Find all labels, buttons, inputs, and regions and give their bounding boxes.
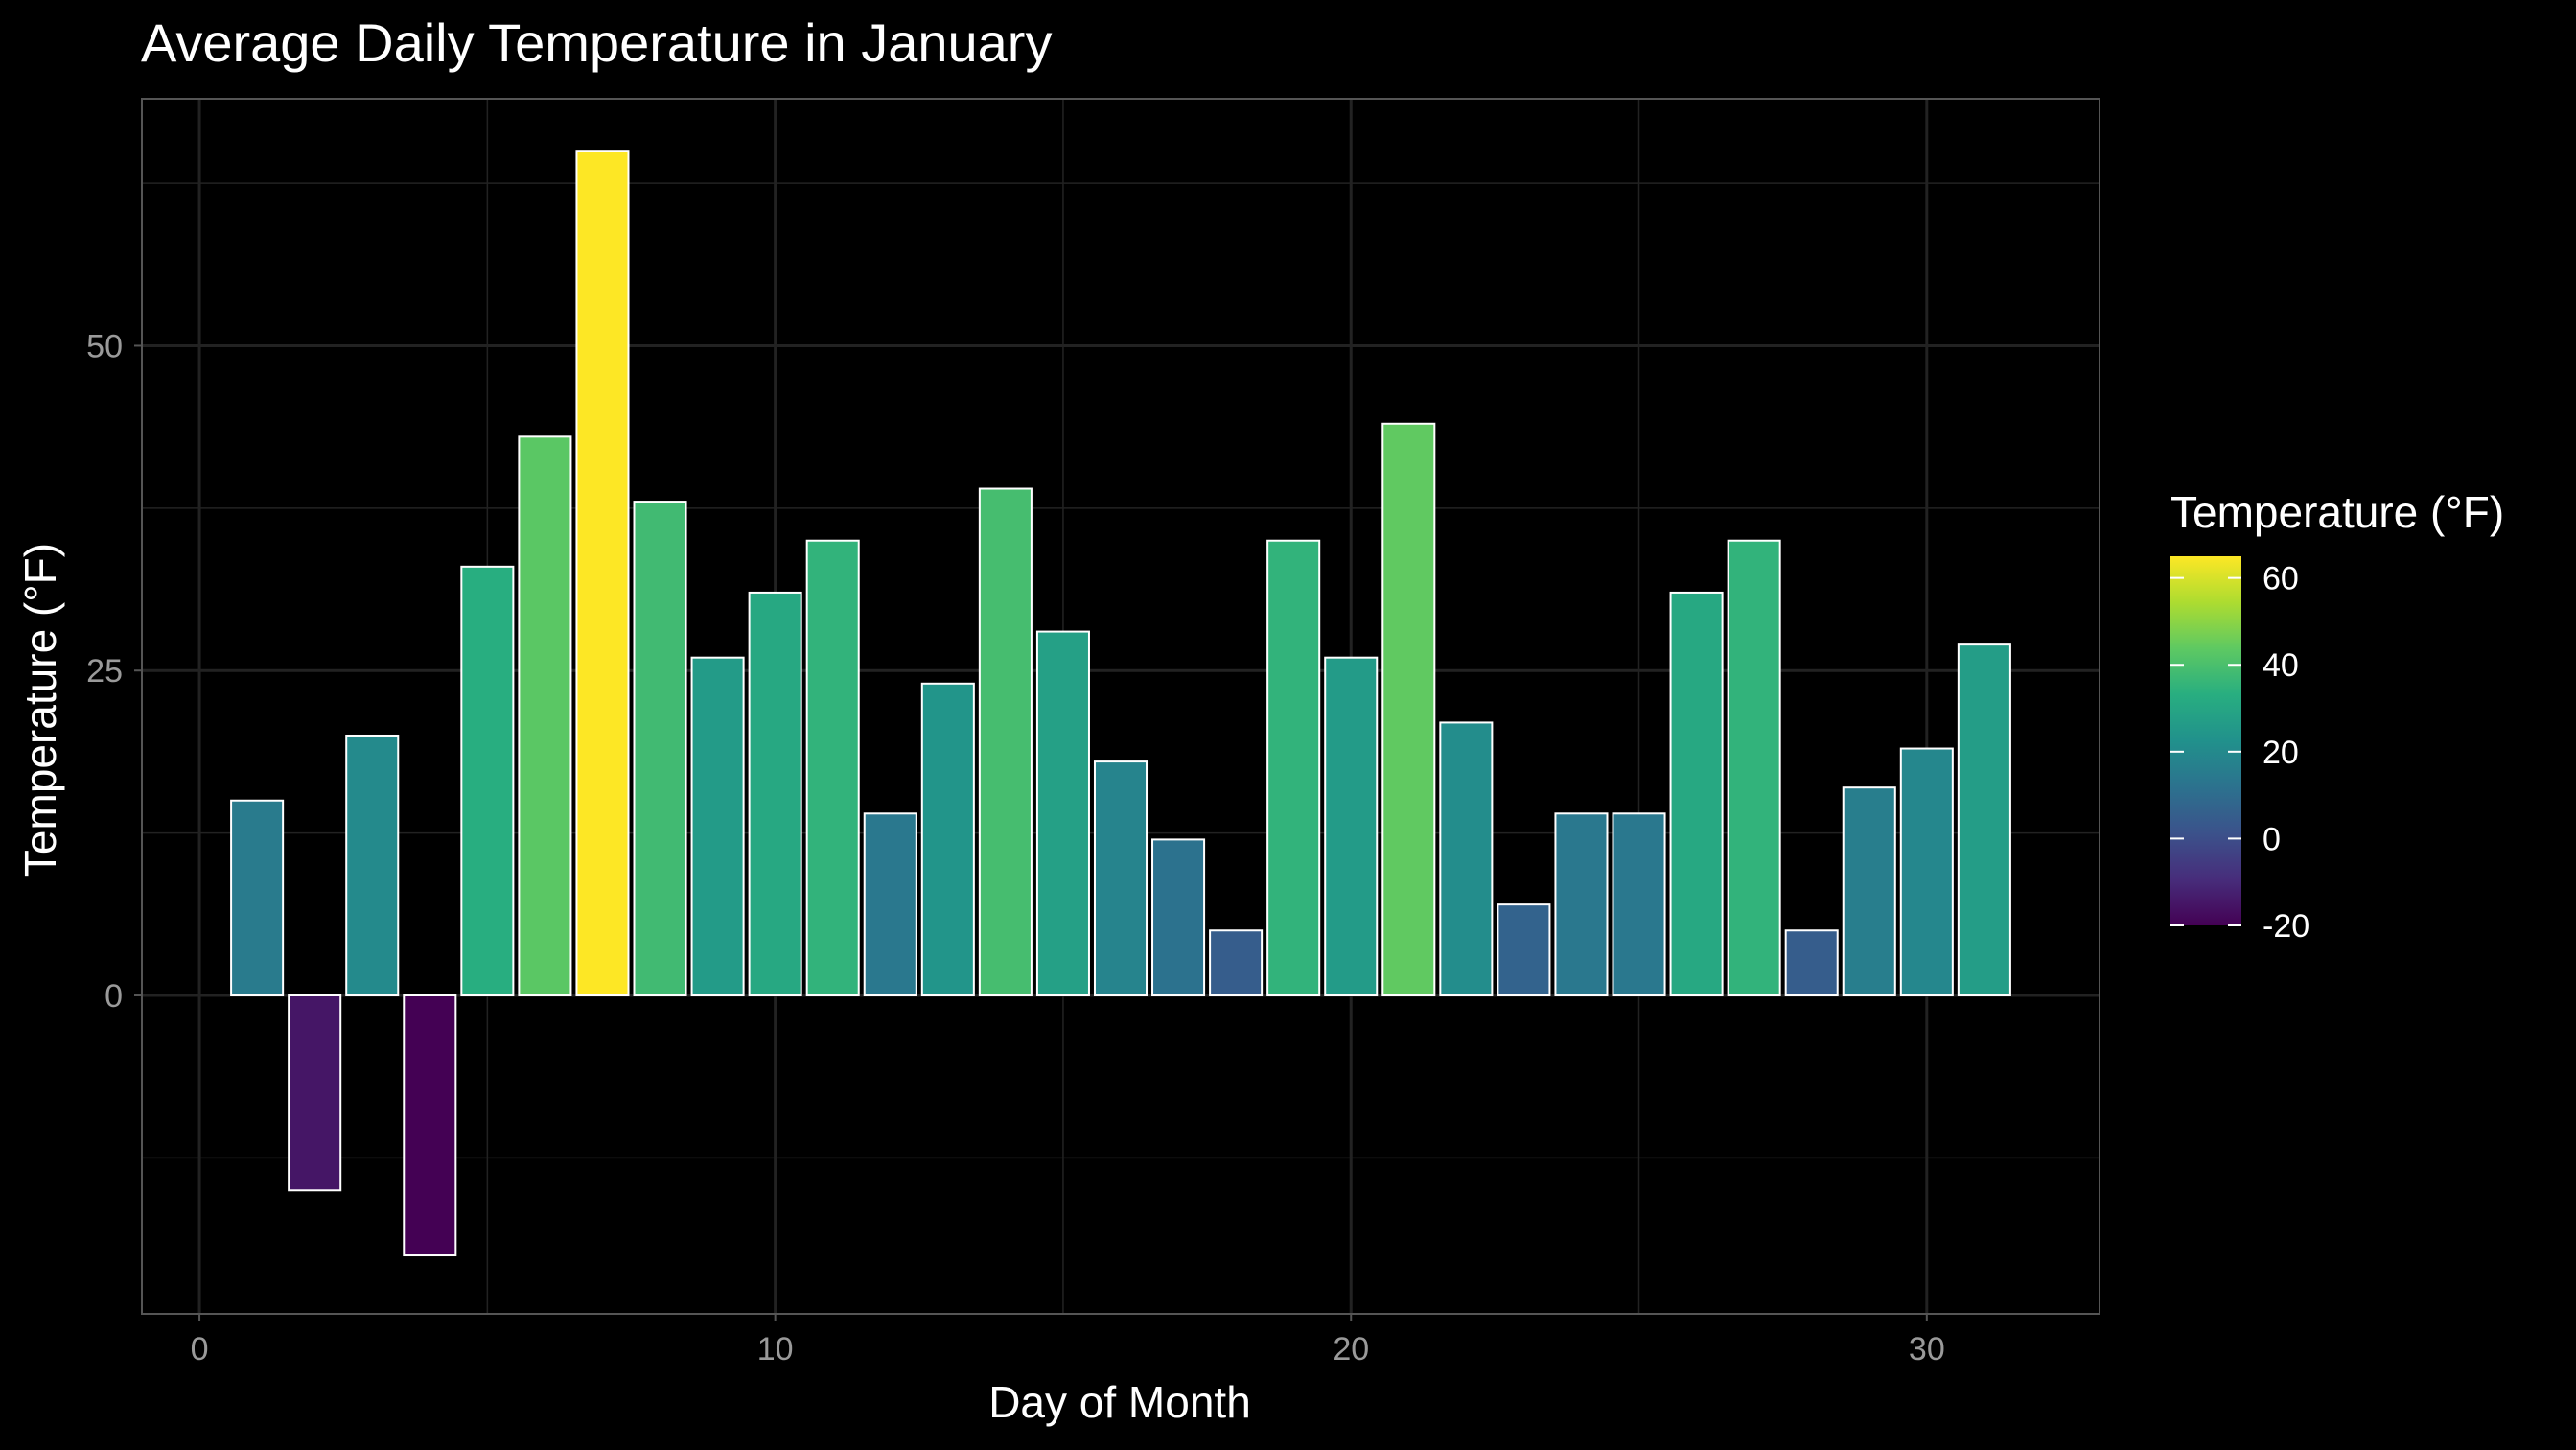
bar-day-22 <box>1439 721 1494 997</box>
bar-day-16 <box>1093 760 1149 997</box>
legend-tick-label: -20 <box>2263 908 2309 945</box>
bar-day-12 <box>863 812 917 997</box>
legend: Temperature (°F) 60 40 20 0 -20 <box>2170 487 2504 945</box>
y-tick-label: 50 <box>86 328 123 364</box>
legend-tick-label: 20 <box>2263 735 2299 771</box>
bar-day-4 <box>403 994 457 1257</box>
legend-colorbar <box>2170 556 2241 925</box>
bar-day-9 <box>690 656 745 997</box>
y-tick-label: 25 <box>86 653 123 690</box>
x-tick-label: 0 <box>191 1331 209 1368</box>
bar-day-26 <box>1669 591 1724 997</box>
bar-day-11 <box>805 539 860 997</box>
bar-day-14 <box>978 487 1033 997</box>
bar-day-18 <box>1209 929 1264 997</box>
bar-day-20 <box>1324 656 1379 997</box>
bar-day-29 <box>1842 786 1896 997</box>
bar-day-6 <box>518 435 572 997</box>
legend-tick-label: 0 <box>2263 821 2281 857</box>
bars <box>230 150 2011 1257</box>
x-tick-label: 20 <box>1333 1331 1369 1368</box>
bar-day-15 <box>1035 630 1090 997</box>
x-axis-title: Day of Month <box>988 1377 1251 1427</box>
bar-day-19 <box>1266 539 1321 997</box>
chart-title: Average Daily Temperature in January <box>141 12 1052 73</box>
bar-day-5 <box>460 565 515 997</box>
panel-border <box>141 98 2100 1315</box>
bar-day-13 <box>920 682 975 997</box>
y-tick-label: 0 <box>104 978 123 1015</box>
legend-title: Temperature (°F) <box>2170 487 2504 537</box>
x-axis-ticks: 0 10 20 30 <box>191 1314 1945 1368</box>
bar-day-17 <box>1151 838 1206 997</box>
y-axis-ticks: 0 25 50 <box>86 328 142 1015</box>
bar-day-23 <box>1497 903 1551 997</box>
bar-day-27 <box>1727 539 1781 997</box>
bar-day-21 <box>1381 422 1436 997</box>
x-tick-label: 10 <box>757 1331 794 1368</box>
bar-day-8 <box>633 501 687 997</box>
bar-day-28 <box>1784 929 1839 997</box>
bar-day-2 <box>288 994 342 1192</box>
bar-day-25 <box>1612 812 1666 997</box>
bar-day-30 <box>1899 747 1954 997</box>
legend-tick-label: 40 <box>2263 647 2299 684</box>
x-tick-label: 30 <box>1909 1331 1945 1368</box>
bar-day-1 <box>230 799 285 997</box>
bar-day-31 <box>1957 643 2011 997</box>
legend-tick-label: 60 <box>2263 561 2299 597</box>
bar-day-7 <box>575 150 630 997</box>
bar-day-24 <box>1554 812 1609 997</box>
y-axis-title: Temperature (°F) <box>15 543 65 877</box>
bar-day-3 <box>345 734 400 997</box>
legend-ticks: 60 40 20 0 -20 <box>2170 561 2309 945</box>
bar-day-10 <box>748 591 802 997</box>
